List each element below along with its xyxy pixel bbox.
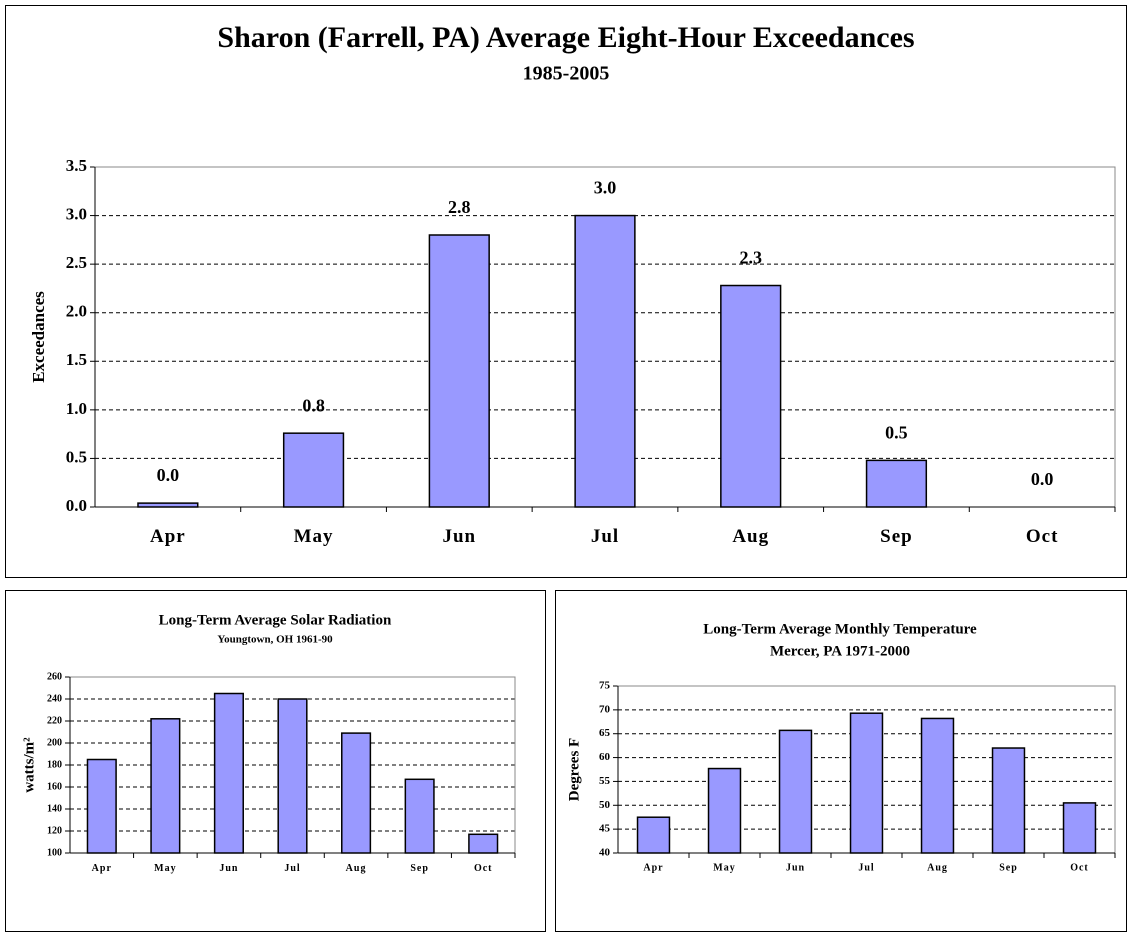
bar — [468, 833, 499, 854]
x-tick-label: Jun — [442, 526, 476, 547]
x-tick-label: May — [294, 526, 334, 547]
y-tick-label: 220 — [47, 715, 62, 726]
y-tick-label: 160 — [47, 781, 62, 792]
chart-title: Sharon (Farrell, PA) Average Eight-Hour … — [217, 21, 914, 54]
chart-frame — [555, 590, 1127, 932]
y-tick-label: 100 — [47, 847, 62, 858]
value-label: 0.5 — [885, 422, 908, 442]
bar — [137, 502, 199, 508]
y-axis-label: Degrees F — [566, 738, 582, 801]
y-tick-label: 65 — [599, 727, 611, 739]
y-tick-label: 140 — [47, 803, 62, 814]
chart-title: Long-Term Average Monthly Temperature — [703, 621, 977, 637]
bar — [849, 712, 884, 854]
bar — [920, 717, 955, 854]
chart-frame — [5, 590, 546, 932]
bar — [1062, 802, 1097, 854]
x-tick-label: Jun — [786, 862, 805, 873]
value-label: 0.0 — [1031, 469, 1054, 489]
bar — [150, 718, 181, 854]
x-tick-label: Apr — [150, 526, 186, 547]
chart-subtitle: Youngtown, OH 1961-90 — [217, 634, 333, 646]
y-tick-label: 75 — [599, 680, 611, 692]
y-tick-label: 70 — [599, 703, 611, 715]
x-tick-label: Sep — [880, 526, 913, 547]
y-tick-label: 120 — [47, 825, 62, 836]
y-tick-label: 50 — [599, 799, 611, 811]
bar — [574, 214, 636, 508]
value-label: 2.3 — [739, 248, 762, 268]
bar — [282, 432, 345, 508]
y-tick-label: 60 — [599, 751, 611, 763]
y-tick-label: 55 — [599, 775, 611, 787]
value-label: 0.8 — [302, 395, 325, 415]
x-tick-label: Apr — [92, 863, 112, 874]
x-tick-label: Sep — [410, 863, 429, 874]
value-label: 2.8 — [448, 197, 471, 217]
chart-subtitle: 1985-2005 — [523, 63, 610, 85]
bar — [865, 459, 928, 508]
bar — [341, 732, 372, 854]
chart-title: Long-Term Average Solar Radiation — [159, 612, 392, 628]
y-axis-label: Exceedances — [29, 291, 48, 383]
x-tick-label: Jun — [219, 863, 238, 874]
chart-subtitle: Mercer, PA 1971-2000 — [770, 643, 910, 659]
y-tick-label: 240 — [47, 693, 62, 704]
x-tick-label: May — [713, 862, 735, 873]
y-tick-label: 40 — [599, 847, 611, 859]
x-tick-label: Oct — [474, 863, 493, 874]
y-tick-label: 200 — [47, 737, 62, 748]
bar — [277, 698, 308, 854]
x-tick-label: Oct — [1070, 862, 1089, 873]
y-axis-label: watts/m² — [21, 737, 37, 793]
x-tick-label: Aug — [346, 863, 367, 874]
x-tick-label: Aug — [732, 526, 769, 547]
x-tick-label: Apr — [643, 862, 663, 873]
chart-frame — [5, 5, 1127, 578]
bar — [720, 284, 782, 508]
value-label: 3.0 — [594, 178, 617, 198]
bar — [213, 692, 244, 854]
value-label: 0.0 — [157, 465, 180, 485]
y-tick-label: 2.5 — [66, 253, 87, 272]
y-tick-label: 1.0 — [66, 399, 87, 418]
y-tick-label: 3.5 — [66, 156, 87, 175]
x-tick-label: Jul — [858, 862, 874, 873]
bar — [86, 758, 117, 854]
x-tick-label: May — [154, 863, 176, 874]
y-tick-label: 260 — [47, 671, 62, 682]
x-tick-label: Oct — [1026, 526, 1059, 547]
x-tick-label: Jul — [591, 526, 619, 547]
bar — [636, 816, 671, 854]
y-tick-label: 1.5 — [66, 350, 87, 369]
y-tick-label: 2.0 — [66, 302, 87, 321]
y-tick-label: 180 — [47, 759, 62, 770]
bar — [991, 747, 1026, 854]
bar — [404, 778, 435, 854]
bar — [778, 729, 813, 854]
bar — [428, 234, 490, 508]
x-tick-label: Jul — [284, 863, 300, 874]
y-tick-label: 3.0 — [66, 204, 87, 223]
y-tick-label: 0.5 — [66, 447, 87, 466]
x-tick-label: Sep — [999, 862, 1018, 873]
x-tick-label: Aug — [927, 862, 948, 873]
y-tick-label: 45 — [599, 823, 611, 835]
bar — [707, 767, 742, 854]
y-tick-label: 0.0 — [66, 496, 87, 515]
